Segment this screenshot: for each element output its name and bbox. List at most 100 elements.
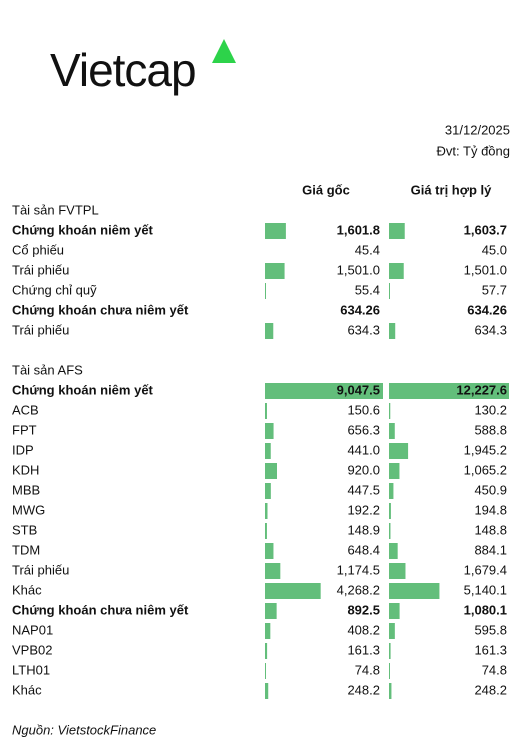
column-header: Giá trị hợp lý bbox=[411, 182, 493, 197]
data-bar bbox=[389, 283, 390, 299]
row-label: ACB bbox=[12, 402, 39, 417]
data-bar bbox=[389, 423, 395, 439]
cell-value: 148.9 bbox=[347, 522, 380, 537]
data-bar bbox=[265, 423, 274, 439]
data-bar bbox=[265, 523, 267, 539]
row-label: Trái phiếu bbox=[12, 262, 69, 277]
cell-value: 1,603.7 bbox=[464, 222, 507, 237]
cell-value: 1,501.0 bbox=[464, 262, 507, 277]
cell-value: 45.0 bbox=[482, 242, 507, 257]
cell-value: 192.2 bbox=[347, 502, 380, 517]
data-bar bbox=[389, 623, 395, 639]
row-label: Chứng khoán niêm yết bbox=[12, 382, 154, 397]
data-bar bbox=[265, 683, 269, 699]
data-bar bbox=[265, 263, 285, 279]
data-bar bbox=[265, 463, 277, 479]
data-bar bbox=[265, 623, 271, 639]
cell-value: 920.0 bbox=[347, 462, 380, 477]
report-date: 31/12/2025 bbox=[445, 122, 510, 137]
cell-value: 161.3 bbox=[474, 642, 507, 657]
cell-value: 130.2 bbox=[474, 402, 507, 417]
cell-value: 5,140.1 bbox=[464, 582, 507, 597]
data-bar bbox=[389, 403, 391, 419]
cell-value: 1,945.2 bbox=[464, 442, 507, 457]
row-label: MWG bbox=[12, 502, 45, 517]
row-label: Cổ phiếu bbox=[12, 242, 64, 257]
data-bar bbox=[265, 603, 277, 619]
data-bar bbox=[265, 223, 286, 239]
data-bar bbox=[389, 443, 409, 459]
cell-value: 1,601.8 bbox=[337, 222, 380, 237]
cell-value: 57.7 bbox=[482, 282, 507, 297]
cell-value: 595.8 bbox=[474, 622, 507, 637]
data-bar bbox=[389, 323, 396, 339]
cell-value: 248.2 bbox=[474, 682, 507, 697]
cell-value: 634.3 bbox=[347, 322, 380, 337]
data-bar bbox=[265, 503, 268, 519]
cell-value: 161.3 bbox=[347, 642, 380, 657]
cell-value: 12,227.6 bbox=[456, 382, 507, 397]
unit-note: Đvt: Tỷ đồng bbox=[437, 143, 510, 158]
row-label: Chứng khoán chưa niêm yết bbox=[12, 602, 189, 617]
logo-mark bbox=[212, 39, 236, 63]
cell-value: 45.4 bbox=[355, 242, 380, 257]
data-bar bbox=[265, 323, 274, 339]
cell-value: 1,501.0 bbox=[337, 262, 380, 277]
data-bar bbox=[265, 403, 267, 419]
data-bar bbox=[389, 503, 391, 519]
cell-value: 634.26 bbox=[340, 302, 380, 317]
row-label: Chứng chỉ quỹ bbox=[12, 282, 97, 297]
cell-value: 648.4 bbox=[347, 542, 380, 557]
data-bar bbox=[265, 543, 274, 559]
section-title: Tài sản FVTPL bbox=[12, 202, 99, 217]
cell-value: 4,268.2 bbox=[337, 582, 380, 597]
cell-value: 150.6 bbox=[347, 402, 380, 417]
cell-value: 441.0 bbox=[347, 442, 380, 457]
data-bar bbox=[389, 563, 406, 579]
cell-value: 1,679.4 bbox=[464, 562, 507, 577]
row-label: Chứng khoán chưa niêm yết bbox=[12, 302, 189, 317]
source-note: Nguồn: VietstockFinance bbox=[12, 722, 156, 737]
data-bar bbox=[389, 223, 405, 239]
column-header: Giá gốc bbox=[302, 182, 350, 197]
data-bar bbox=[389, 483, 394, 499]
cell-value: 656.3 bbox=[347, 422, 380, 437]
row-label: Khác bbox=[12, 682, 42, 697]
row-label: STB bbox=[12, 522, 37, 537]
cell-value: 55.4 bbox=[355, 282, 380, 297]
cell-value: 9,047.5 bbox=[337, 382, 380, 397]
row-label: KDH bbox=[12, 462, 39, 477]
data-bar bbox=[265, 283, 266, 299]
data-bar bbox=[389, 683, 392, 699]
data-bar bbox=[389, 463, 400, 479]
data-bar bbox=[265, 483, 271, 499]
row-label: Khác bbox=[12, 582, 42, 597]
data-bar bbox=[389, 583, 440, 599]
data-bar bbox=[265, 583, 321, 599]
cell-value: 892.5 bbox=[347, 602, 380, 617]
row-label: Chứng khoán niêm yết bbox=[12, 222, 154, 237]
data-bar bbox=[265, 563, 281, 579]
cell-value: 1,065.2 bbox=[464, 462, 507, 477]
row-label: Trái phiếu bbox=[12, 562, 69, 577]
cell-value: 248.2 bbox=[347, 682, 380, 697]
row-label: VPB02 bbox=[12, 642, 52, 657]
logo-text: Vietcap bbox=[50, 44, 196, 96]
data-bar bbox=[389, 263, 404, 279]
cell-value: 450.9 bbox=[474, 482, 507, 497]
row-label: LTH01 bbox=[12, 662, 50, 677]
section-title: Tài sản AFS bbox=[12, 362, 83, 377]
data-bar bbox=[265, 643, 268, 659]
cell-value: 634.3 bbox=[474, 322, 507, 337]
cell-value: 1,080.1 bbox=[464, 602, 507, 617]
data-bar bbox=[389, 383, 509, 399]
data-bar bbox=[389, 543, 398, 559]
data-bar bbox=[389, 523, 391, 539]
row-label: MBB bbox=[12, 482, 40, 497]
cell-value: 634.26 bbox=[467, 302, 507, 317]
row-label: IDP bbox=[12, 442, 34, 457]
row-label: TDM bbox=[12, 542, 40, 557]
data-bar bbox=[265, 443, 271, 459]
